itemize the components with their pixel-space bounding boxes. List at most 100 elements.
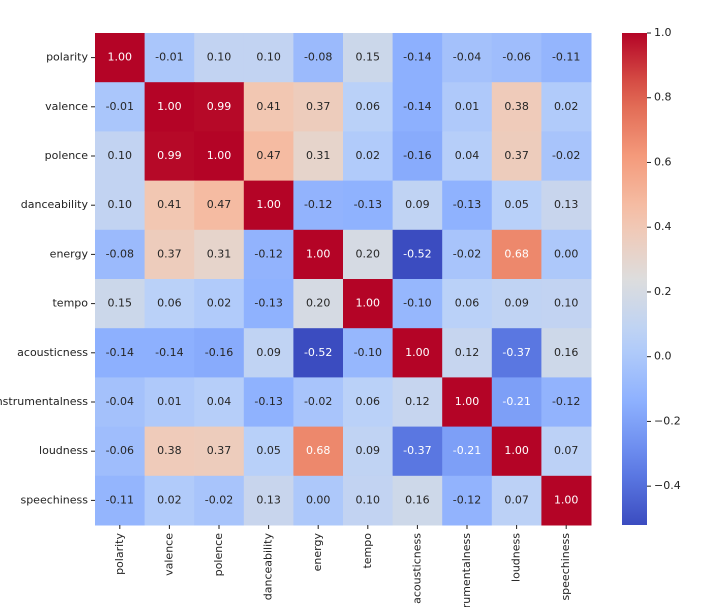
cell-label: -0.52 [304, 346, 332, 359]
heatmap-cell [491, 82, 542, 132]
heatmap-cell [95, 131, 146, 182]
heatmap-cell [144, 377, 195, 428]
heatmap-cell [243, 131, 294, 182]
heatmap-cell [343, 279, 394, 329]
heatmap-cell [392, 377, 443, 428]
cell-label: -0.16 [205, 346, 233, 359]
cell-label: 0.09 [405, 198, 430, 211]
colorbar-tick-label: 0.0 [654, 350, 672, 363]
x-tick-label: acousticness [410, 533, 423, 604]
cell-label: 0.47 [256, 149, 281, 162]
colorbar-tick-label: 0.4 [654, 220, 672, 233]
cell-label: 0.15 [108, 297, 133, 310]
y-tick-label: acousticness [17, 346, 88, 359]
cell-label: 0.12 [405, 395, 430, 408]
heatmap-cell [541, 475, 592, 526]
y-tick-label: instrumentalness [0, 395, 88, 408]
cell-label: 0.38 [504, 100, 529, 113]
cell-label: -0.14 [106, 346, 134, 359]
heatmap-cell [243, 328, 294, 378]
cell-label: 0.10 [356, 493, 381, 506]
y-tick-label: polarity [46, 51, 88, 64]
heatmap-cell [194, 229, 245, 280]
heatmap-cell [442, 377, 493, 428]
y-tick-label: speechiness [20, 493, 88, 506]
heatmap-cell [144, 82, 195, 132]
y-tick-label: tempo [52, 297, 88, 310]
heatmap-cell [194, 33, 245, 83]
cell-label: 0.13 [256, 493, 281, 506]
heatmap-cell [243, 82, 294, 132]
cell-label: 0.07 [504, 493, 529, 506]
cell-label: -0.14 [155, 346, 183, 359]
cell-label: -0.37 [502, 346, 530, 359]
heatmap-cell [194, 180, 245, 231]
cell-label: 0.10 [256, 51, 281, 64]
heatmap-cell [243, 426, 294, 477]
heatmap-cell [95, 377, 146, 428]
cell-label: -0.04 [106, 395, 134, 408]
cell-label: -0.12 [254, 247, 282, 260]
heatmap-cell [491, 33, 542, 83]
cell-label: -0.16 [403, 149, 431, 162]
cell-label: 0.10 [554, 297, 579, 310]
heatmap-cell [144, 229, 195, 280]
cell-label: 1.00 [108, 51, 133, 64]
heatmap-cell [194, 279, 245, 329]
cell-label: -0.21 [453, 444, 481, 457]
cell-label: 0.99 [157, 149, 182, 162]
cell-label: 0.38 [157, 444, 182, 457]
cell-label: 0.00 [554, 247, 579, 260]
cell-label: -0.11 [106, 493, 134, 506]
heatmap-cell [442, 33, 493, 83]
heatmap-cell [491, 131, 542, 182]
cell-label: -0.13 [254, 297, 282, 310]
heatmap-cell [293, 33, 344, 83]
heatmap-cell [95, 279, 146, 329]
heatmap-cell [442, 82, 493, 132]
cell-label: 0.02 [207, 297, 232, 310]
cell-label: 0.99 [207, 100, 232, 113]
heatmap-cell [293, 279, 344, 329]
cell-label: 0.37 [207, 444, 232, 457]
cell-label: 0.20 [356, 247, 381, 260]
cell-label: 0.37 [504, 149, 529, 162]
y-tick-label: loudness [39, 444, 88, 457]
cell-label: 0.13 [554, 198, 579, 211]
x-tick-label: loudness [510, 533, 523, 582]
x-tick-label: energy [311, 533, 324, 572]
heatmap-cell [243, 180, 294, 231]
heatmap-cell [491, 426, 542, 477]
heatmap-cell [95, 180, 146, 231]
cell-label: -0.08 [106, 247, 134, 260]
cell-label: -0.14 [403, 51, 431, 64]
cell-label: -0.02 [304, 395, 332, 408]
heatmap-cell [194, 426, 245, 477]
colorbar-tick-label: −0.4 [654, 479, 681, 492]
cell-label: -0.06 [106, 444, 134, 457]
heatmap-cell [392, 229, 443, 280]
cell-label: 1.00 [207, 149, 232, 162]
cell-label: 1.00 [405, 346, 430, 359]
cell-label: -0.13 [453, 198, 481, 211]
heatmap-cell [293, 82, 344, 132]
heatmap-cell [541, 131, 592, 182]
heatmap-cell [541, 229, 592, 280]
heatmap-cell [293, 377, 344, 428]
cell-label: -0.12 [304, 198, 332, 211]
heatmap-cell [442, 475, 493, 526]
heatmap-cell [442, 131, 493, 182]
cell-label: 0.02 [356, 149, 381, 162]
cell-label: 0.37 [306, 100, 331, 113]
colorbar-tick-label: 1.0 [654, 26, 672, 39]
heatmap-cell [392, 33, 443, 83]
cell-label: -0.21 [502, 395, 530, 408]
heatmap-cell [144, 279, 195, 329]
cell-label: -0.37 [403, 444, 431, 457]
cell-label: -0.02 [205, 493, 233, 506]
cell-label: 0.15 [356, 51, 381, 64]
heatmap-cell [541, 180, 592, 231]
cell-label: -0.52 [403, 247, 431, 260]
heatmap-cell [144, 131, 195, 182]
cell-label: 1.00 [306, 247, 331, 260]
